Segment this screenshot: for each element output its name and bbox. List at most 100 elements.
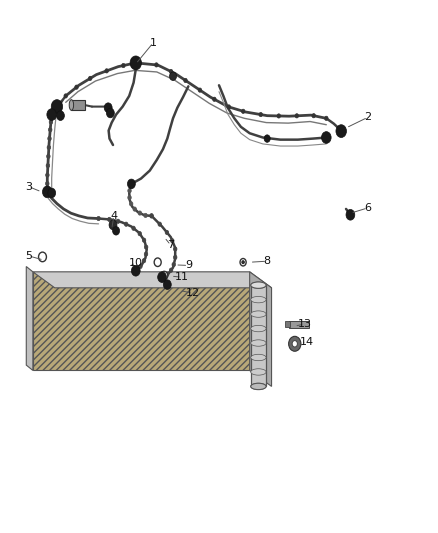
Ellipse shape [69,100,74,110]
Circle shape [277,114,280,118]
Polygon shape [251,285,266,386]
Circle shape [46,164,49,168]
Polygon shape [250,272,272,386]
Circle shape [155,63,158,67]
Circle shape [312,114,315,118]
Circle shape [144,213,147,217]
Circle shape [122,63,125,68]
Circle shape [150,214,153,218]
Circle shape [97,216,100,221]
Text: 4: 4 [110,211,117,221]
Circle shape [48,188,56,198]
Circle shape [165,230,169,235]
Circle shape [47,109,57,120]
Circle shape [170,239,174,243]
Text: 10: 10 [129,258,143,268]
Text: 6: 6 [364,203,371,213]
Circle shape [130,182,133,186]
Polygon shape [26,266,33,370]
Circle shape [138,231,141,236]
Circle shape [325,116,328,120]
Circle shape [133,207,137,211]
Circle shape [138,211,141,215]
Text: 5: 5 [25,251,32,261]
Ellipse shape [251,325,266,332]
Circle shape [142,259,146,263]
Circle shape [145,245,148,249]
Circle shape [130,56,141,70]
Circle shape [173,255,177,260]
Circle shape [46,154,50,158]
Circle shape [46,181,49,185]
Circle shape [42,186,52,198]
Circle shape [124,222,128,227]
Polygon shape [33,272,250,370]
Circle shape [240,259,246,266]
Text: 12: 12 [186,288,200,298]
Circle shape [64,94,67,98]
Circle shape [242,261,244,264]
Circle shape [166,272,169,277]
Circle shape [150,214,153,218]
Circle shape [113,227,120,235]
Circle shape [49,127,52,132]
Bar [289,321,309,328]
Circle shape [104,103,112,112]
Text: 8: 8 [264,256,271,266]
Circle shape [142,238,146,243]
Ellipse shape [251,383,266,390]
Circle shape [47,146,51,150]
Circle shape [128,196,131,200]
Circle shape [105,69,109,73]
Circle shape [161,271,168,280]
Circle shape [49,120,53,124]
Circle shape [131,265,140,276]
Circle shape [39,252,46,262]
Text: 9: 9 [185,261,192,270]
Circle shape [321,132,331,143]
Ellipse shape [251,369,266,375]
Circle shape [241,109,245,114]
Circle shape [139,264,142,269]
Circle shape [134,269,138,273]
Circle shape [295,114,299,118]
Circle shape [137,61,140,65]
Circle shape [48,136,51,141]
Circle shape [51,100,63,114]
Bar [71,100,85,110]
Circle shape [154,258,161,266]
Ellipse shape [251,311,266,317]
Text: 11: 11 [175,272,189,282]
Circle shape [57,111,64,120]
Circle shape [160,275,164,279]
Ellipse shape [251,282,266,288]
Circle shape [184,78,187,83]
Circle shape [117,219,120,223]
Text: 2: 2 [364,112,371,122]
Circle shape [163,280,171,289]
Circle shape [132,226,135,230]
Circle shape [289,336,301,351]
Circle shape [108,217,111,222]
Text: 13: 13 [297,319,311,329]
Circle shape [346,209,355,220]
Circle shape [88,76,92,80]
Text: 1: 1 [150,38,157,47]
Bar [285,321,290,327]
Ellipse shape [251,354,266,361]
Circle shape [227,105,230,109]
Circle shape [46,190,49,194]
Circle shape [109,220,117,230]
Ellipse shape [251,296,266,303]
Text: 7: 7 [167,240,174,250]
Circle shape [264,135,270,142]
Circle shape [75,85,78,90]
Circle shape [170,268,173,272]
Polygon shape [33,272,272,288]
Circle shape [50,112,53,117]
Circle shape [170,69,173,74]
Circle shape [172,262,176,266]
Text: 3: 3 [25,182,32,191]
Circle shape [144,252,148,256]
Circle shape [158,272,166,282]
